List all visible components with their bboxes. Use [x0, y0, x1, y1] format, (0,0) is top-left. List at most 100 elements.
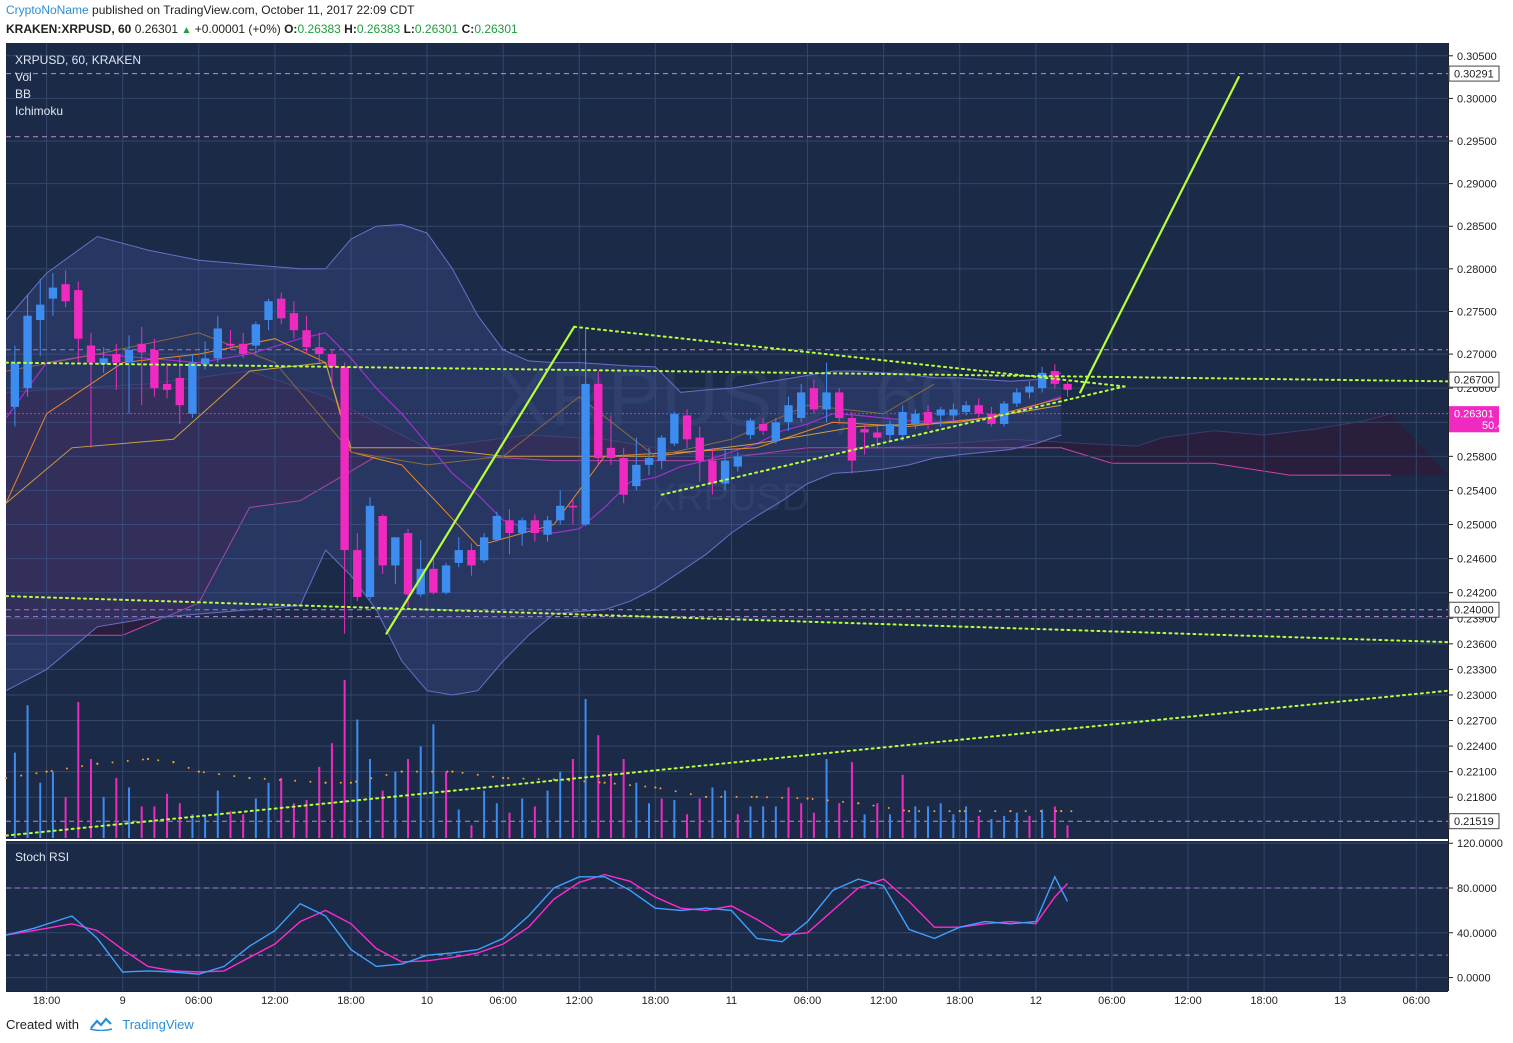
price-tick-label: 0.30000 [1457, 93, 1497, 105]
high-label: H: [344, 22, 357, 36]
tradingview-link[interactable]: TradingView [122, 1017, 194, 1032]
legend-main[interactable]: XRPUSD, 60, KRAKEN [15, 53, 141, 67]
volume-ma-dot [35, 772, 38, 775]
candle-body [885, 423, 895, 436]
candle-body [1050, 371, 1060, 384]
volume-ma-dot [146, 757, 150, 761]
candle-body [1012, 392, 1021, 404]
candle-body [619, 458, 628, 495]
price-badge [1448, 371, 1500, 388]
trendlines[interactable] [5, 75, 1449, 837]
volume-ma-dot [994, 810, 997, 813]
chart-area[interactable]: XRPUSD, 60 XRPUSD 0.30500 0.30000 0.29500 0… [0, 40, 1513, 1010]
ichimoku-cloud-fill [6, 371, 1448, 636]
price-axis[interactable] [1448, 43, 1513, 991]
volume-ma-dot [20, 774, 23, 777]
legend-vol[interactable]: Vol [15, 70, 32, 84]
legend-stoch[interactable]: Stoch RSI [15, 850, 69, 864]
high-value: 0.26383 [356, 22, 401, 36]
candle-body [238, 343, 248, 355]
price-tick-label: 0.23300 [1457, 664, 1497, 676]
candle-body [746, 420, 755, 436]
candle-body [632, 464, 641, 487]
time-tick-label: 18:00 [33, 995, 61, 1007]
price-tick-label: 0.22100 [1457, 767, 1497, 779]
candle-body [505, 520, 514, 534]
price-tick-label: 0.22400 [1457, 741, 1497, 753]
volume-ma-dot [202, 771, 205, 774]
bb-fill [6, 224, 1062, 695]
volume-ma-dot [933, 810, 936, 813]
ichimoku-chikou [5, 332, 935, 466]
volume-ma-dot [755, 795, 758, 799]
time-tick-label: 06:00 [489, 995, 517, 1007]
candle-body [594, 383, 603, 459]
volume-ma-dot [674, 790, 677, 793]
volume-ma-dot [187, 766, 190, 769]
ichimoku-span-b [6, 447, 1391, 636]
volume-ma-dot [613, 782, 616, 785]
volume-ma-dot [811, 797, 814, 800]
time-tick-label: 18:00 [642, 995, 670, 1007]
candle-body [327, 354, 337, 367]
stoch-tick-label: 80.0000 [1457, 883, 1497, 895]
price-badge [1448, 813, 1500, 830]
volume-ma-dot [111, 761, 114, 764]
volume-ma-dot [349, 781, 353, 784]
volume-ma-dot [1060, 810, 1063, 813]
volume-ma-dot [907, 810, 911, 813]
price-tick-label: 0.29000 [1457, 179, 1497, 191]
ichimoku-tenkan [5, 338, 1062, 547]
up-arrow-icon: ▲ [181, 25, 192, 36]
time-axis-labels: 18:00 9 06:00 12:00 18:00 10 06:00 12:00 18:00 11… [33, 995, 1430, 1007]
time-tick-label: 12:00 [870, 995, 898, 1007]
candles [10, 270, 1072, 634]
price-tick-label: 0.24600 [1457, 554, 1497, 566]
candle-body [441, 565, 451, 593]
tradingview-logo-icon [89, 1017, 113, 1034]
candle-body [391, 537, 400, 566]
legend-bb[interactable]: BB [15, 87, 31, 101]
grid [6, 43, 1448, 991]
candle-body [822, 392, 831, 410]
time-axis[interactable] [6, 991, 1448, 1010]
volume-ma-dot [583, 780, 586, 783]
price-tick-label: 0.28500 [1457, 221, 1497, 233]
legend-ichimoku[interactable]: Ichimoku [15, 104, 63, 118]
stoch-tick-label: 0.0000 [1457, 973, 1491, 985]
volume-ma-dot [157, 759, 160, 762]
trendline-support-upper [5, 595, 1449, 644]
volume-ma-dot [948, 810, 951, 813]
volume-ma-dot [81, 765, 84, 768]
candle-body [86, 345, 96, 363]
low-value: 0.26301 [414, 22, 459, 36]
time-tick-label: 12:00 [565, 995, 593, 1007]
candle-body [365, 505, 375, 597]
candle-body [124, 349, 134, 363]
price-badge-label: 50.49 [1482, 420, 1510, 432]
candle-body [530, 520, 540, 534]
candle-body [61, 284, 70, 302]
candle-body [353, 550, 362, 597]
candle-body [517, 520, 527, 534]
stoch-pane[interactable] [6, 841, 1448, 991]
price-badge-label: 0.30291 [1454, 69, 1494, 81]
candle-body [200, 358, 210, 365]
candle-body [987, 413, 996, 424]
volume-ma-dot [826, 799, 829, 802]
candle-body [429, 568, 438, 593]
candle-body [771, 422, 781, 441]
volume-ma-dot [1055, 810, 1058, 813]
candle-body [568, 505, 578, 508]
candle-body [974, 405, 983, 414]
volume-ma-dot [598, 781, 601, 784]
stoch-k-line [5, 875, 1069, 975]
volume-ma-dot [502, 776, 505, 780]
candle-body [467, 550, 476, 566]
author-link[interactable]: CryptoNoName [6, 3, 89, 17]
stoch-tick-label: 40.0000 [1457, 928, 1497, 940]
volume-ma-dot [806, 797, 809, 800]
candle-body [454, 550, 463, 563]
volume-ma-dot [415, 770, 418, 773]
